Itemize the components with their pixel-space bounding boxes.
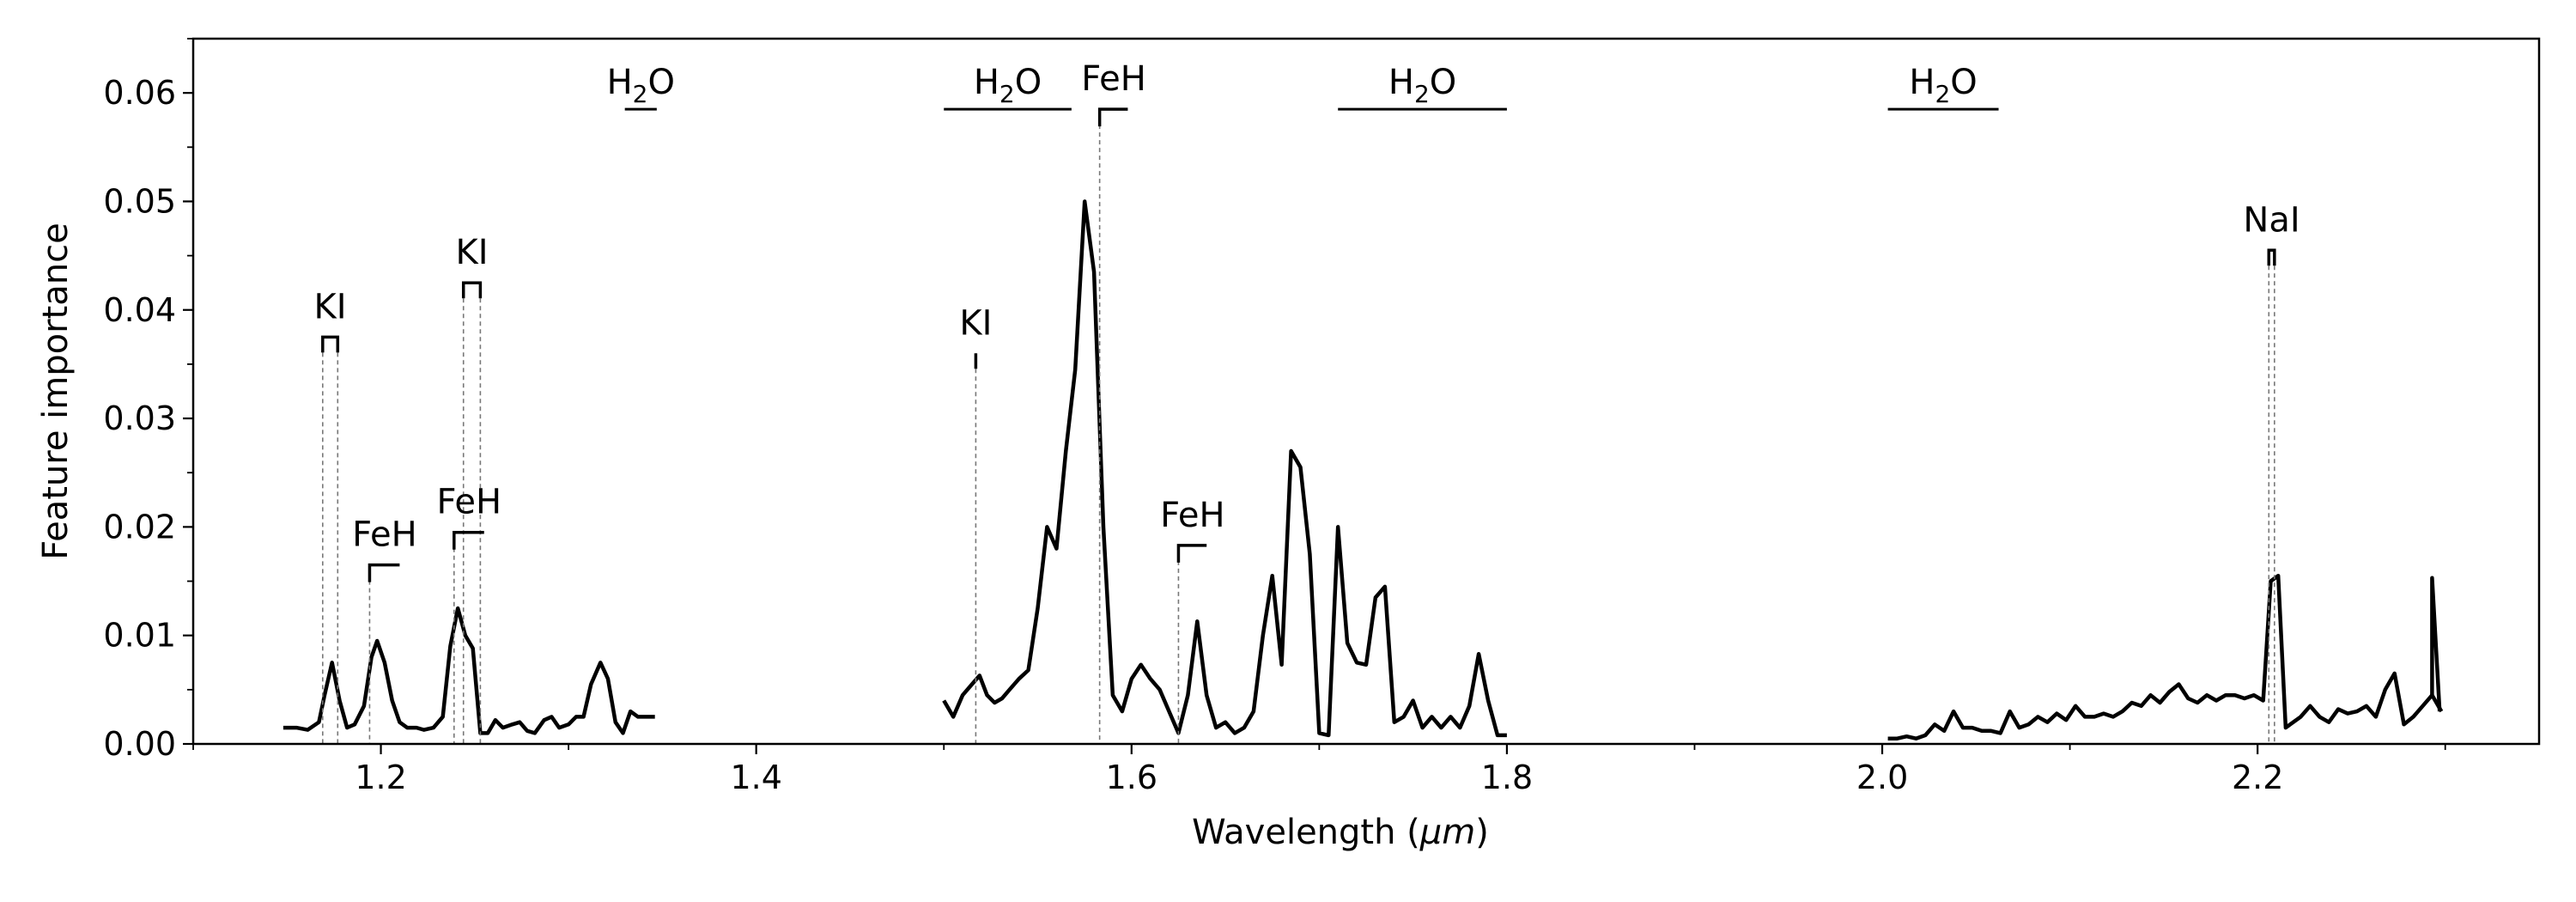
feh-bracket <box>368 563 400 582</box>
y-tick-label: 0.00 <box>103 725 176 763</box>
x-tick-label: 1.4 <box>730 759 781 796</box>
line-marker-label: FeH <box>437 483 502 522</box>
x-tick-label: 2.0 <box>1856 759 1908 796</box>
y-tick-label: 0.04 <box>103 291 176 329</box>
line-marker-label: NaI <box>2243 200 2300 240</box>
feh-bracket <box>453 530 484 550</box>
line-bracket <box>2267 248 2276 266</box>
y-tick-label: 0.06 <box>103 74 176 112</box>
y-axis-label: Feature importance <box>36 222 76 559</box>
y-tick-label: 0.03 <box>103 399 176 437</box>
x-axis-label-suffix: ) <box>1475 813 1489 852</box>
line-marker-label: FeH <box>1081 59 1146 99</box>
line-marker-label: KI <box>314 287 347 326</box>
feh-bracket <box>1097 107 1128 127</box>
h2o-band-label: H2O <box>974 63 1042 108</box>
series-line-spike <box>2430 576 2442 712</box>
feh-bracket <box>1176 544 1207 563</box>
x-axis-label: Wavelength (μm) <box>1192 813 1489 852</box>
plot-frame <box>191 37 2541 746</box>
x-axis-label-unit: μm <box>1419 813 1475 852</box>
x-tick-label: 1.8 <box>1481 759 1533 796</box>
h2o-band-label: H2O <box>1909 63 1977 108</box>
line-marker-label: KI <box>959 303 992 343</box>
x-tick-label: 1.6 <box>1106 759 1157 796</box>
line-marker-label: KI <box>456 233 489 272</box>
h2o-band-label: H2O <box>607 63 675 108</box>
line-bracket <box>461 281 483 299</box>
series-line-segment-1 <box>283 606 655 735</box>
y-tick-label: 0.05 <box>103 182 176 220</box>
line-marker-label: FeH <box>352 515 417 555</box>
series-line-segment-2 <box>942 199 1507 738</box>
x-tick-label: 2.2 <box>2232 759 2283 796</box>
line-bracket <box>321 335 340 353</box>
x-axis-label-prefix: Wavelength ( <box>1192 813 1420 852</box>
data-series <box>283 199 2444 740</box>
y-tick-label: 0.01 <box>103 617 176 655</box>
annotations: H2O H2O H2O H2O KI FeH KI FeH KI FeH FeH NaI <box>314 59 2300 744</box>
axes: 1.2 1.4 1.6 1.8 2.0 2.2 0.00 0.01 0.02 0.03 0.04 0.… <box>103 37 2541 796</box>
line-marker-label: FeH <box>1160 496 1225 535</box>
y-tick-label: 0.02 <box>103 508 176 545</box>
series-line-segment-3 <box>1887 573 2444 740</box>
h2o-band-label: H2O <box>1388 63 1456 108</box>
x-tick-label: 1.2 <box>355 759 406 796</box>
